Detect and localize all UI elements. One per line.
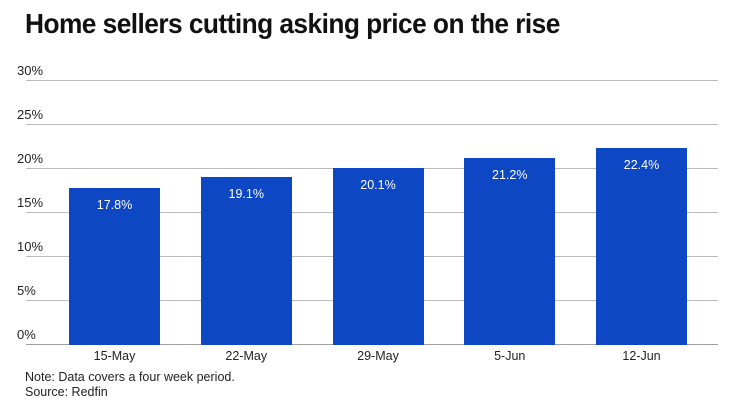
y-tick-label: 30% [17, 63, 44, 78]
bar-value-label: 20.1% [360, 178, 396, 193]
bar-chart-plot: 17.8% 19.1% 20.1% 21.2% 22.4% [26, 80, 718, 345]
x-tick-label: 15-May [93, 349, 136, 363]
gridline [26, 124, 718, 125]
y-tick-label: 10% [17, 239, 44, 254]
source-text: Source: Redfin [25, 384, 108, 399]
note-text: Note: Data covers a four week period. [25, 370, 235, 384]
x-tick-label: 12-Jun [622, 349, 661, 363]
y-tick-label: 15% [17, 195, 44, 210]
chart-title: Home sellers cutting asking price on the… [25, 8, 560, 39]
x-tick-label: 22-May [225, 349, 268, 363]
y-tick-label: 20% [17, 151, 44, 166]
bar-12-Jun: 22.4% [596, 147, 687, 345]
bar-22-May: 19.1% [200, 176, 292, 345]
bar-value-label: 17.8% [96, 198, 133, 213]
bar-5-Jun: 21.2% [464, 158, 556, 345]
bar-15-May: 17.8% [69, 188, 160, 345]
bar-value-label: 22.4% [623, 157, 660, 172]
y-tick-label: 0% [17, 327, 36, 342]
x-tick-label: 5-Jun [494, 349, 526, 363]
y-tick-label: 25% [17, 107, 44, 122]
bar-29-May: 20.1% [332, 168, 424, 345]
bar-value-label: 19.1% [228, 186, 264, 201]
x-tick-label: 29-May [357, 349, 399, 363]
chart-notes: Note: Data covers a four week period. So… [25, 370, 235, 399]
gridline [26, 80, 718, 81]
bar-value-label: 21.2% [492, 168, 528, 183]
y-tick-label: 5% [17, 283, 36, 298]
